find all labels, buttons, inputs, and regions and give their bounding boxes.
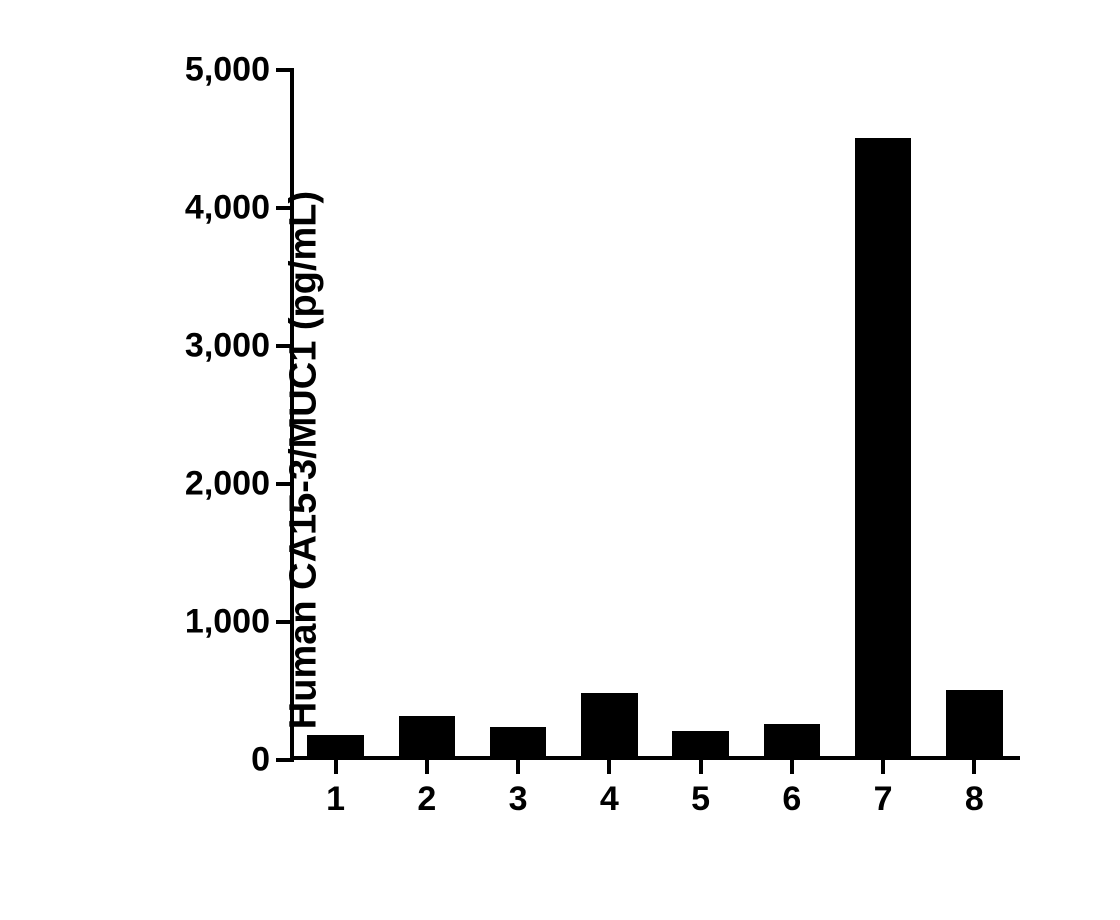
x-tick: [790, 756, 794, 774]
bar: [672, 731, 729, 756]
bar: [581, 693, 638, 756]
bar: [946, 690, 1003, 756]
x-tick: [607, 756, 611, 774]
x-tick-label: 4: [600, 780, 619, 819]
y-tick: [276, 620, 294, 624]
y-tick-label: 2,000: [185, 465, 270, 504]
x-tick-label: 1: [326, 780, 345, 819]
y-tick: [276, 344, 294, 348]
x-tick-label: 2: [417, 780, 436, 819]
plot-area: 01,0002,0003,0004,0005,00012345678: [290, 70, 1020, 760]
y-tick-label: 3,000: [185, 327, 270, 366]
bar: [490, 727, 547, 756]
x-tick: [334, 756, 338, 774]
x-tick-label: 7: [874, 780, 893, 819]
y-tick: [276, 758, 294, 762]
y-tick: [276, 482, 294, 486]
x-tick-label: 6: [782, 780, 801, 819]
x-tick-label: 8: [965, 780, 984, 819]
x-tick-label: 3: [509, 780, 528, 819]
y-tick-label: 1,000: [185, 603, 270, 642]
y-tick-label: 4,000: [185, 189, 270, 228]
bar: [307, 735, 364, 756]
x-tick-label: 5: [691, 780, 710, 819]
x-tick: [516, 756, 520, 774]
y-tick-label: 0: [251, 741, 270, 780]
x-tick: [881, 756, 885, 774]
y-tick: [276, 68, 294, 72]
y-axis-line: [290, 70, 294, 760]
x-tick: [972, 756, 976, 774]
x-axis-line: [290, 756, 1020, 760]
x-tick: [425, 756, 429, 774]
x-tick: [699, 756, 703, 774]
bar: [855, 138, 912, 756]
bar: [764, 724, 821, 756]
y-tick: [276, 206, 294, 210]
chart-container: Human CA15-3/MUC1 (pg/mL) 01,0002,0003,0…: [60, 50, 1060, 870]
y-tick-label: 5,000: [185, 51, 270, 90]
bar: [399, 716, 456, 756]
